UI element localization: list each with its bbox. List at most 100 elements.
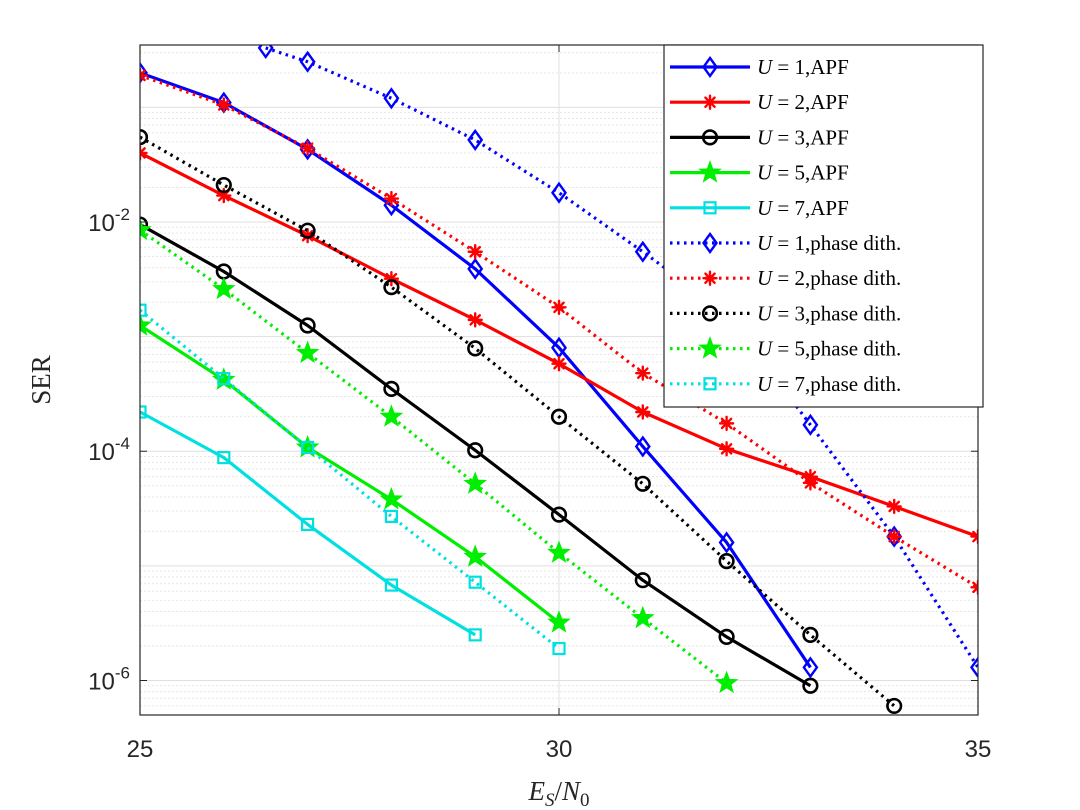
data-point <box>299 140 316 156</box>
series-2 <box>140 216 819 694</box>
series-layer <box>140 45 978 715</box>
asterisk-stroke <box>218 99 230 111</box>
legend-entry: U = 1,APF <box>670 55 849 79</box>
y-tick-label: 10-4 <box>88 434 130 466</box>
legend-entry: U = 3,APF <box>670 125 849 149</box>
legend-label: U = 5,phase dith. <box>757 337 901 361</box>
x-axis-label: ES/N0 <box>527 776 589 810</box>
x-tick-label: 25 <box>127 736 154 763</box>
legend-label-var: U <box>757 266 774 290</box>
asterisk-stroke <box>888 530 900 543</box>
series-line <box>140 228 728 685</box>
x-axis-title-part: / <box>554 776 562 806</box>
asterisk-stroke <box>704 272 716 284</box>
legend-label-var: U <box>757 301 774 325</box>
legend-label: U = 5,APF <box>757 161 849 185</box>
series-line <box>140 308 560 650</box>
data-point <box>217 451 231 465</box>
series-3 <box>140 313 571 633</box>
legend-marker <box>702 231 718 255</box>
data-point <box>217 372 231 386</box>
asterisk-stroke <box>301 142 314 155</box>
data-point <box>547 540 571 563</box>
y-axis-title: SER <box>26 355 56 405</box>
series-line <box>140 73 978 589</box>
data-point <box>383 279 400 296</box>
asterisk-stroke <box>972 585 978 594</box>
legend-label-rest: = 1,APF <box>772 55 849 79</box>
data-point <box>140 313 152 336</box>
legend-label: U = 3,phase dith. <box>757 301 901 325</box>
data-point <box>463 544 488 567</box>
data-point <box>463 471 488 494</box>
data-point <box>552 641 566 656</box>
legend-label-rest: = 5,phase dith. <box>772 337 901 361</box>
asterisk-stroke <box>140 151 146 159</box>
legend-label: U = 2,APF <box>757 90 849 114</box>
legend-label-rest: = 1,phase dith. <box>772 231 901 255</box>
legend-marker <box>703 377 717 391</box>
legend-marker <box>702 94 718 110</box>
series-line <box>265 46 978 669</box>
data-point <box>384 509 398 524</box>
legend-marker <box>702 55 718 79</box>
data-point <box>550 408 568 425</box>
data-point <box>634 435 651 458</box>
data-point <box>886 697 903 715</box>
data-point <box>802 677 819 694</box>
data-point <box>970 656 978 679</box>
data-point <box>211 276 236 300</box>
legend-marker <box>701 305 719 322</box>
asterisk-stroke <box>637 406 649 418</box>
data-point <box>634 572 651 589</box>
data-point <box>379 404 404 427</box>
data-point <box>295 340 320 364</box>
data-point <box>802 626 819 643</box>
asterisk-stroke <box>720 443 733 455</box>
legend-label: U = 3,APF <box>757 125 849 149</box>
asterisk-stroke <box>140 69 146 78</box>
data-point <box>718 628 735 646</box>
legend-label-rest: = 5,APF <box>772 161 849 185</box>
legend-label-var: U <box>757 161 774 185</box>
data-point <box>970 579 978 596</box>
asterisk-stroke <box>385 192 398 205</box>
x-axis-title-part: N <box>561 776 582 806</box>
series-line <box>140 410 477 637</box>
data-point <box>379 486 404 510</box>
legend-entry: U = 7,phase dith. <box>670 372 901 396</box>
data-point <box>257 45 274 59</box>
asterisk-stroke <box>553 301 565 314</box>
legend-marker <box>701 129 719 146</box>
asterisk-stroke <box>972 530 978 539</box>
legend-label-rest: = 7,phase dith. <box>772 372 901 396</box>
legend-label-rest: = 2,APF <box>772 90 849 114</box>
asterisk-stroke <box>972 581 978 590</box>
series-7 <box>140 129 903 715</box>
series-6 <box>140 67 978 596</box>
legend-entry: U = 2,phase dith. <box>670 266 901 290</box>
data-point <box>140 145 148 161</box>
asterisk-stroke <box>553 357 565 370</box>
data-point <box>301 517 315 532</box>
legend-label: U = 7,phase dith. <box>757 372 901 396</box>
y-tick-exponent: -6 <box>115 663 130 682</box>
data-point <box>635 404 651 420</box>
legend-label-var: U <box>757 90 774 114</box>
asterisk-stroke <box>804 477 817 489</box>
data-point <box>635 365 651 381</box>
data-point <box>718 531 735 554</box>
data-point <box>299 222 316 239</box>
asterisk-stroke <box>972 534 978 543</box>
data-point <box>970 528 978 545</box>
legend-marker <box>698 160 722 183</box>
x-axis-title-part: E <box>527 776 545 806</box>
data-point <box>551 299 567 316</box>
data-point <box>468 575 482 589</box>
asterisk-stroke <box>720 417 733 430</box>
legend-label-rest: = 2,phase dith. <box>772 266 901 290</box>
asterisk-stroke <box>469 245 481 258</box>
legend-label-rest: = 3,phase dith. <box>772 301 901 325</box>
